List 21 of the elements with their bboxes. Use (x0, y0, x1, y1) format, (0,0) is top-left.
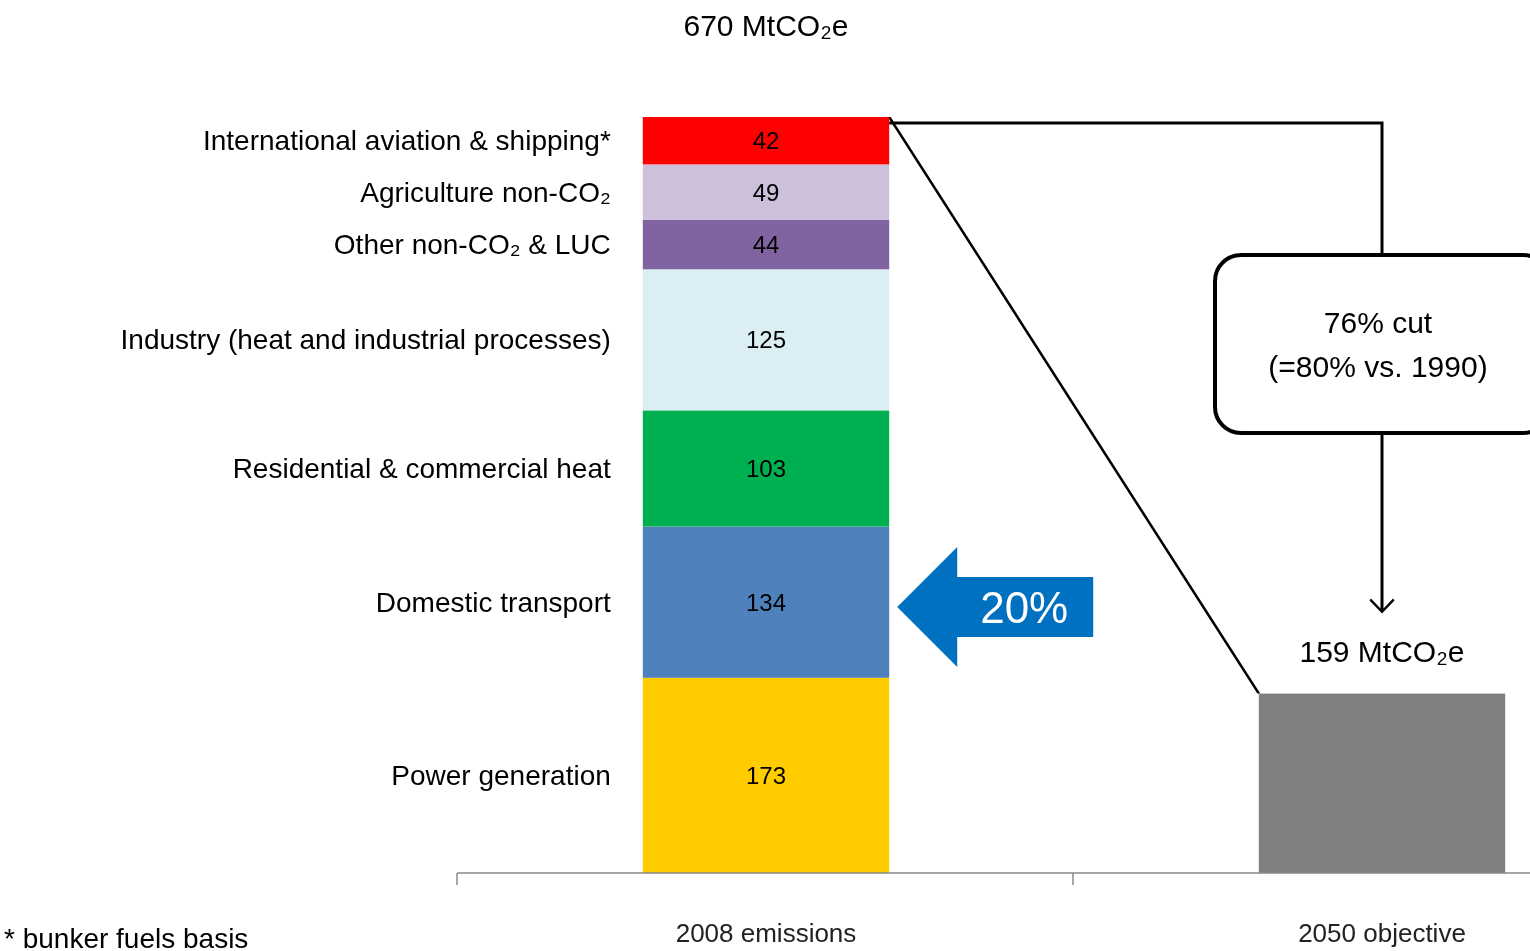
data-label: 42 (752, 127, 780, 155)
data-label: 134 (745, 588, 787, 616)
series-label: Industry (heat and industrial processes) (120, 324, 611, 356)
annotation: 20% (980, 582, 1069, 632)
data-label: 44 (752, 231, 780, 258)
data-label: 103 (745, 454, 787, 482)
annotation: 76% cut (=80% vs. 1990) (1268, 305, 1488, 383)
total-label: 670 MtCO₂e (683, 8, 849, 42)
text: * bunker fuels basis (4, 923, 249, 951)
series-label: Power generation (391, 759, 611, 791)
data-label: 125 (745, 326, 787, 354)
series-label: Other non-CO₂ & LUC (333, 229, 611, 260)
x-tick-label: 2050 objective (1298, 918, 1466, 948)
series-label: Domestic transport (375, 586, 612, 618)
x-tick-label: 2008 emissions (675, 918, 857, 948)
series-label: Agriculture non-CO₂ (360, 176, 611, 208)
data-label: 49 (752, 178, 780, 206)
data-label: 173 (745, 761, 787, 789)
total-label: 159 MtCO₂e (1299, 635, 1465, 669)
series-label: International aviation & shipping* (202, 125, 611, 157)
series-label: Residential & commercial heat (232, 452, 612, 484)
